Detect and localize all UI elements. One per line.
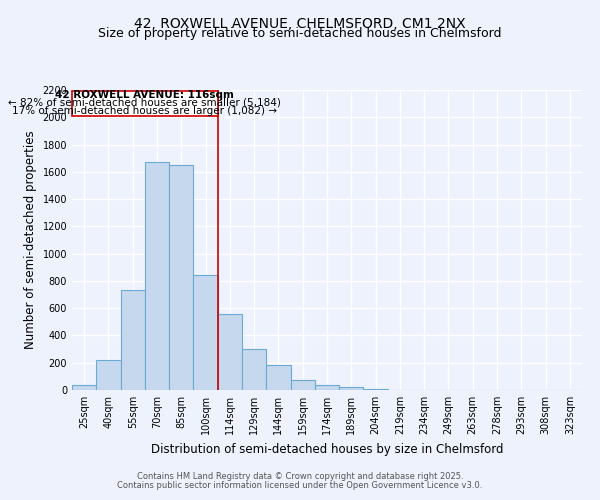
Bar bbox=[145, 162, 169, 390]
Bar bbox=[72, 384, 96, 390]
FancyBboxPatch shape bbox=[72, 90, 218, 116]
Text: ← 82% of semi-detached houses are smaller (5,184): ← 82% of semi-detached houses are smalle… bbox=[8, 98, 281, 108]
Text: Contains public sector information licensed under the Open Government Licence v3: Contains public sector information licen… bbox=[118, 481, 482, 490]
Bar bbox=[364, 388, 388, 390]
Text: Size of property relative to semi-detached houses in Chelmsford: Size of property relative to semi-detach… bbox=[98, 28, 502, 40]
Bar bbox=[266, 366, 290, 390]
Bar bbox=[242, 349, 266, 390]
Bar bbox=[290, 380, 315, 390]
Text: 42 ROXWELL AVENUE: 116sqm: 42 ROXWELL AVENUE: 116sqm bbox=[55, 90, 234, 100]
Bar bbox=[169, 165, 193, 390]
Bar bbox=[315, 385, 339, 390]
X-axis label: Distribution of semi-detached houses by size in Chelmsford: Distribution of semi-detached houses by … bbox=[151, 442, 503, 456]
Text: 42, ROXWELL AVENUE, CHELMSFORD, CM1 2NX: 42, ROXWELL AVENUE, CHELMSFORD, CM1 2NX bbox=[134, 18, 466, 32]
Bar bbox=[218, 314, 242, 390]
Bar bbox=[121, 290, 145, 390]
Bar bbox=[339, 388, 364, 390]
Text: 17% of semi-detached houses are larger (1,082) →: 17% of semi-detached houses are larger (… bbox=[13, 106, 277, 116]
Y-axis label: Number of semi-detached properties: Number of semi-detached properties bbox=[24, 130, 37, 350]
Text: Contains HM Land Registry data © Crown copyright and database right 2025.: Contains HM Land Registry data © Crown c… bbox=[137, 472, 463, 481]
Bar bbox=[193, 276, 218, 390]
Bar bbox=[96, 360, 121, 390]
